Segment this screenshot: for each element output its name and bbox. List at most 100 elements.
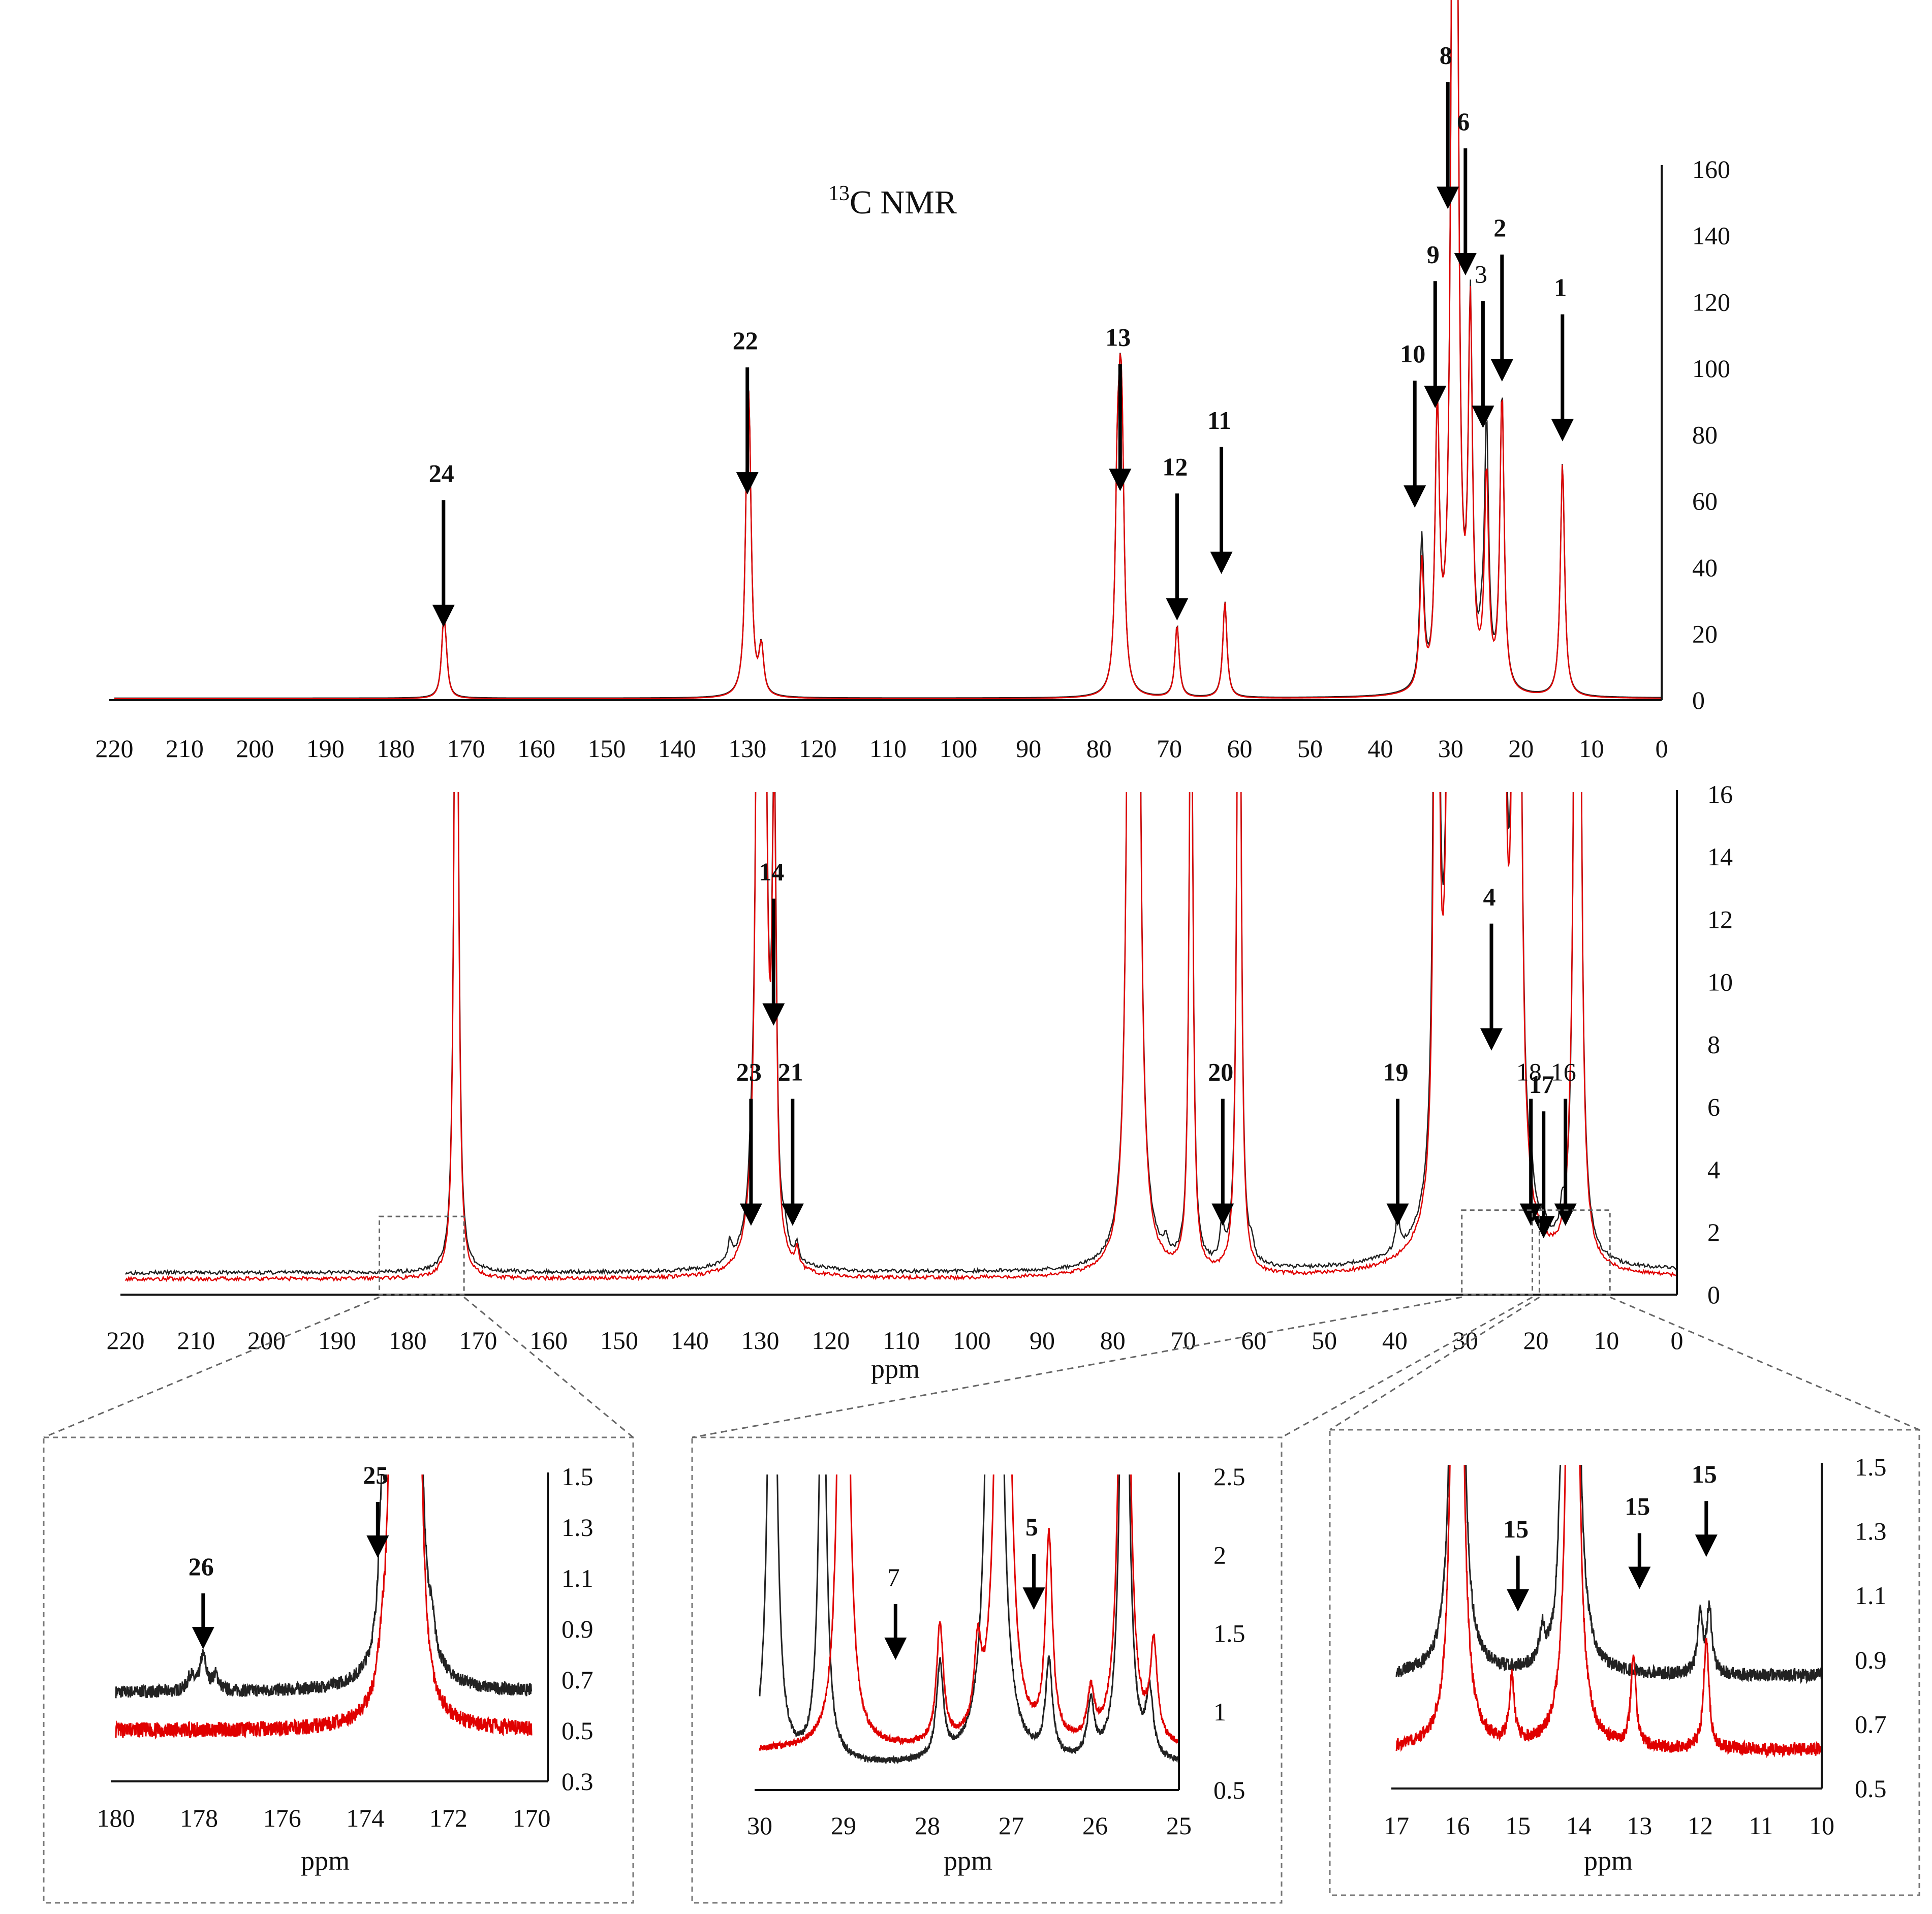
zoom-connector-left [1329, 1296, 1540, 1431]
inset3-y-tick-label: 1.5 [1855, 1453, 1887, 1481]
top-peak-label: 9 [1427, 240, 1440, 268]
mid-x-tick-label: 10 [1594, 1326, 1619, 1355]
top-y-tick-label: 60 [1692, 487, 1718, 515]
inset3-x-tick-label: 14 [1566, 1811, 1592, 1840]
inset3-xlabel: ppm [1584, 1845, 1633, 1876]
mid-x-tick-label: 20 [1523, 1326, 1549, 1355]
inset3-arrow-head [1507, 1589, 1530, 1612]
mid-x-tick-label: 200 [247, 1326, 286, 1355]
inset2-arrow-head [1022, 1587, 1045, 1610]
top-arrow-head [1424, 386, 1447, 409]
inset2-peak-label: 5 [1025, 1513, 1038, 1541]
inset3-x-tick-label: 10 [1809, 1811, 1834, 1840]
top-x-tick-label: 190 [306, 734, 345, 763]
top-x-tick-label: 10 [1579, 734, 1604, 763]
inset3-series-red [1395, 1465, 1823, 1759]
mid-xlabel: ppm [871, 1354, 920, 1384]
inset2-series-black [759, 1474, 1180, 1765]
top-peak-label: 11 [1207, 406, 1231, 434]
inset1-y-tick-label: 1.3 [562, 1513, 594, 1542]
top-arrow-head [1109, 468, 1132, 491]
top-peak-label: 6 [1457, 107, 1470, 136]
mid-x-tick-label: 110 [883, 1326, 920, 1355]
mid-series-black [125, 792, 1678, 1276]
top-x-tick-label: 220 [96, 734, 134, 763]
top-y-tick-label: 120 [1692, 288, 1730, 316]
top-peak-label: 2 [1493, 213, 1506, 242]
top-x-tick-label: 170 [447, 734, 485, 763]
top-y-tick-label: 20 [1692, 619, 1718, 648]
mid-y-tick-label: 6 [1707, 1093, 1720, 1121]
mid-arrow-head [739, 1203, 762, 1226]
top-x-tick-label: 80 [1086, 734, 1112, 763]
mid-x-tick-label: 150 [600, 1326, 638, 1355]
inset3-arrow-head [1628, 1566, 1651, 1589]
inset3-y-tick-label: 0.9 [1855, 1646, 1887, 1674]
mid-x-tick-label: 120 [812, 1326, 850, 1355]
inset3-y-tick-label: 1.3 [1855, 1517, 1887, 1546]
top-x-tick-label: 160 [517, 734, 555, 763]
inset2-series-red [759, 1474, 1180, 1751]
top-x-tick-label: 40 [1367, 734, 1393, 763]
inset1-x-tick-label: 174 [346, 1804, 384, 1832]
top-x-tick-label: 50 [1297, 734, 1323, 763]
inset2-x-tick-label: 27 [999, 1811, 1024, 1840]
mid-x-tick-label: 70 [1171, 1326, 1196, 1355]
inset2-y-tick-label: 0.5 [1213, 1776, 1245, 1804]
mid-x-tick-label: 170 [459, 1326, 497, 1355]
top-peak-label: 8 [1440, 41, 1452, 69]
inset1-x-tick-label: 178 [180, 1804, 218, 1832]
inset1-series-red [115, 1474, 533, 1740]
mid-arrow-head [781, 1203, 804, 1226]
inset3-y-tick-label: 0.5 [1855, 1774, 1887, 1803]
mid-x-tick-label: 180 [389, 1326, 427, 1355]
mid-x-tick-label: 80 [1100, 1326, 1126, 1355]
top-series-red [114, 0, 1662, 700]
top-peak-label: 13 [1105, 323, 1131, 352]
top-peak-label: 24 [429, 459, 454, 487]
mid-y-tick-label: 14 [1707, 842, 1733, 871]
mid-zoom-box [1538, 1209, 1611, 1296]
inset3-arrow-head [1695, 1534, 1718, 1557]
inset1-y-tick-label: 0.7 [562, 1666, 594, 1694]
inset3-x-tick-label: 17 [1384, 1811, 1409, 1840]
inset3-x-tick-label: 16 [1445, 1811, 1470, 1840]
top-x-tick-label: 130 [728, 734, 766, 763]
inset1-y-tick-label: 1.1 [562, 1564, 594, 1592]
inset1-peak-label: 25 [363, 1461, 388, 1489]
top-x-tick-label: 110 [869, 734, 907, 763]
top-chart: 220 210 200 190 180 170 160 150 140 130 120 110 100 9… [96, 0, 1730, 763]
top-peak-label: 1 [1554, 273, 1567, 302]
top-x-tick-label: 150 [587, 734, 626, 763]
top-series-black [114, 0, 1662, 699]
mid-y-tick-label: 12 [1707, 905, 1733, 933]
inset1-arrow-head [366, 1535, 389, 1558]
inset2-y-tick-label: 2 [1213, 1541, 1226, 1569]
top-y-tick-label: 80 [1692, 421, 1718, 449]
mid-arrow-head [1554, 1203, 1577, 1226]
inset1-x-tick-label: 176 [263, 1804, 301, 1832]
mid-peak-label: 16 [1551, 1058, 1576, 1086]
inset1-x-tick-label: 172 [429, 1804, 468, 1832]
top-arrow-head [1210, 551, 1233, 574]
inset2-y-tick-label: 1 [1213, 1698, 1226, 1726]
mid-x-tick-label: 60 [1241, 1326, 1266, 1355]
mid-zoom-box [1461, 1209, 1533, 1296]
inset1-xlabel: ppm [301, 1845, 350, 1876]
inset1-peak-label: 26 [189, 1552, 214, 1581]
zoom-connector-right [463, 1296, 634, 1438]
inset2-y-tick-label: 1.5 [1213, 1619, 1245, 1648]
mid-x-tick-label: 160 [529, 1326, 568, 1355]
mid-x-tick-label: 50 [1312, 1326, 1337, 1355]
top-arrow-head [1404, 485, 1426, 508]
inset1-x-tick-label: 180 [97, 1804, 135, 1832]
inset3-peak-label: 15 [1692, 1460, 1717, 1488]
mid-y-tick-label: 4 [1707, 1155, 1720, 1184]
top-x-tick-label: 30 [1438, 734, 1463, 763]
inset2-x-tick-label: 29 [831, 1811, 856, 1840]
mid-y-tick-label: 10 [1707, 967, 1733, 996]
inset2-x-tick-label: 28 [915, 1811, 940, 1840]
mid-x-tick-label: 140 [671, 1326, 709, 1355]
inset3-x-tick-label: 12 [1688, 1811, 1713, 1840]
inset2-x-tick-label: 30 [747, 1811, 772, 1840]
